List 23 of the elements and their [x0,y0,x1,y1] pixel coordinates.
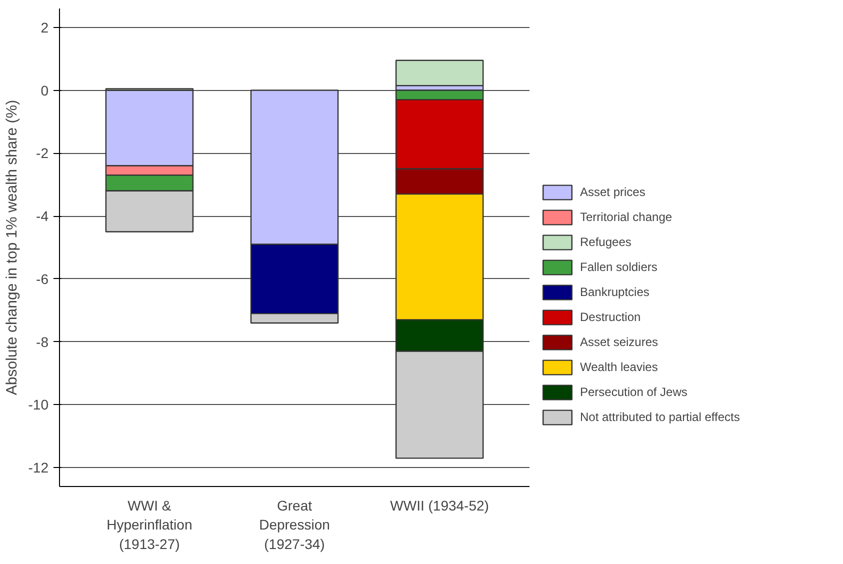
y-tick-label: 2 [40,19,49,36]
y-axis-title: Absolute change in top 1% wealth share (%) [3,100,20,396]
legend-label: Wealth leavies [580,360,658,374]
y-tick-label: -10 [28,396,49,413]
y-tick-label: -12 [28,460,49,476]
x-tick-label: WWII (1934-52) [390,498,489,514]
legend-label: Destruction [580,310,641,324]
bar [395,60,484,86]
y-tick-label: -6 [36,270,49,287]
y-tick-label: -8 [36,334,49,350]
x-tick-label: Great Depression (1927-34) [259,498,330,552]
legend-label: Bankruptcies [580,285,650,299]
legend-label: Asset seizures [580,335,658,349]
legend-label: Asset prices [580,185,646,199]
legend-label: Persecution of Jews [580,385,688,399]
legend-label: Not attributed to partial effects [580,410,740,424]
y-tick-label: -4 [36,208,49,224]
legend-label: Fallen soldiers [580,260,658,274]
y-tick-label: 0 [40,82,49,98]
legend-label: Territorial change [580,210,672,224]
legend-label: Refugees [580,235,632,249]
x-tick-label: WWI & Hyperinflation (1913-27) [106,498,192,552]
y-tick-label: -2 [36,145,49,162]
